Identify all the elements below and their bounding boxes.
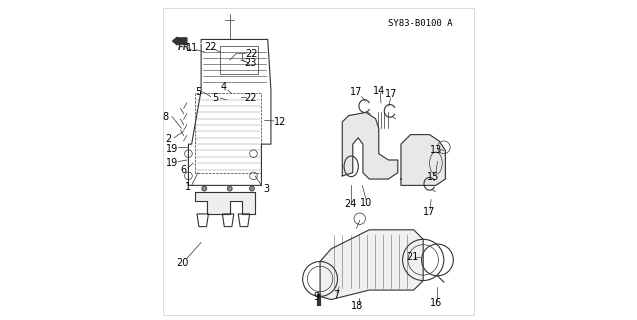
Text: 21: 21 xyxy=(406,252,419,262)
Text: SY83-B0100 A: SY83-B0100 A xyxy=(389,19,453,28)
Text: 24: 24 xyxy=(344,199,357,209)
Text: 9: 9 xyxy=(314,292,320,302)
Text: 22: 22 xyxy=(204,42,216,52)
Text: 11: 11 xyxy=(185,43,197,53)
Text: 8: 8 xyxy=(162,112,169,122)
Text: 17: 17 xyxy=(424,207,436,217)
Text: 3: 3 xyxy=(263,184,269,194)
Text: 22: 22 xyxy=(244,93,257,103)
Polygon shape xyxy=(195,192,255,214)
Polygon shape xyxy=(320,230,423,300)
Text: 18: 18 xyxy=(351,301,363,311)
Text: 14: 14 xyxy=(373,86,385,96)
Text: 16: 16 xyxy=(430,298,442,308)
Text: 7: 7 xyxy=(333,290,339,300)
Text: 17: 17 xyxy=(385,89,397,99)
Circle shape xyxy=(202,186,207,191)
Text: FR.: FR. xyxy=(189,36,203,45)
Text: 15: 15 xyxy=(427,172,440,182)
Circle shape xyxy=(249,186,254,191)
Text: 19: 19 xyxy=(166,144,179,154)
Text: 5: 5 xyxy=(196,87,202,97)
Text: 5: 5 xyxy=(212,93,218,103)
Text: 4: 4 xyxy=(220,82,226,92)
Text: FR.: FR. xyxy=(177,43,193,52)
Text: 2: 2 xyxy=(166,134,172,144)
Text: 22: 22 xyxy=(246,49,258,59)
Text: 10: 10 xyxy=(360,198,372,208)
Polygon shape xyxy=(342,112,397,179)
Text: 17: 17 xyxy=(350,87,362,97)
Text: 20: 20 xyxy=(176,258,189,268)
Bar xyxy=(220,46,258,74)
Text: 13: 13 xyxy=(430,146,442,156)
Text: 19: 19 xyxy=(166,158,179,168)
Text: 6: 6 xyxy=(181,164,187,174)
Polygon shape xyxy=(401,135,445,185)
Text: 1: 1 xyxy=(185,182,192,192)
Text: 12: 12 xyxy=(274,117,286,127)
Text: 23: 23 xyxy=(244,58,257,68)
Circle shape xyxy=(227,186,233,191)
FancyArrow shape xyxy=(173,37,187,45)
